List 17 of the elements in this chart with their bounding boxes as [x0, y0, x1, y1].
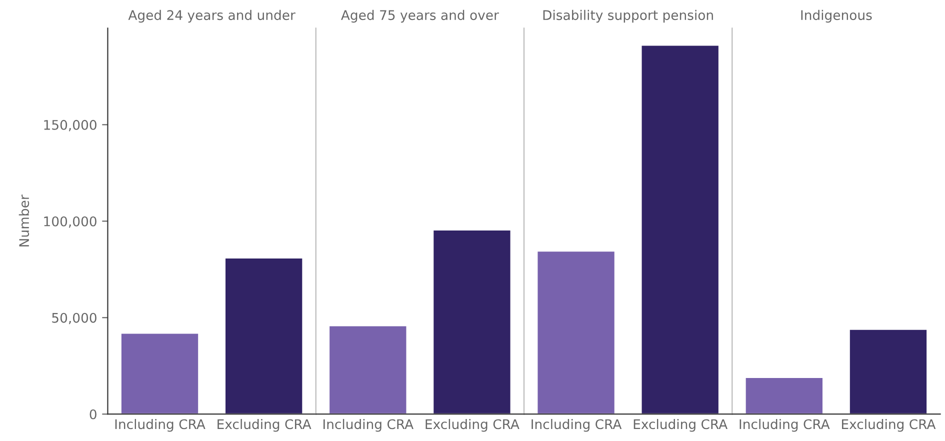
- y-tick-label: 50,000: [52, 312, 96, 324]
- x-tick-label: Excluding CRA: [842, 418, 936, 432]
- chart-title: Disability support pension: [543, 10, 713, 23]
- x-tick-label: Excluding CRA: [218, 418, 312, 432]
- chart-title: Aged 75 years and over: [341, 10, 499, 23]
- chart-title: Indigenous: [801, 10, 872, 23]
- x-tick-label: Including CRA: [532, 418, 622, 432]
- x-tick-label: Excluding CRA: [426, 418, 520, 432]
- chart-title: Aged 24 years and under: [128, 10, 296, 23]
- y-tick-label: 0: [90, 409, 96, 420]
- x-tick-label: Including CRA: [324, 418, 414, 432]
- y-tick-label: 100,000: [44, 216, 96, 228]
- x-tick-label: Including CRA: [115, 418, 206, 432]
- y-axis-title: Number: [18, 194, 30, 246]
- x-tick-label: Excluding CRA: [634, 418, 728, 432]
- y-tick-label: 150,000: [44, 120, 96, 132]
- x-tick-label: Including CRA: [740, 418, 830, 432]
